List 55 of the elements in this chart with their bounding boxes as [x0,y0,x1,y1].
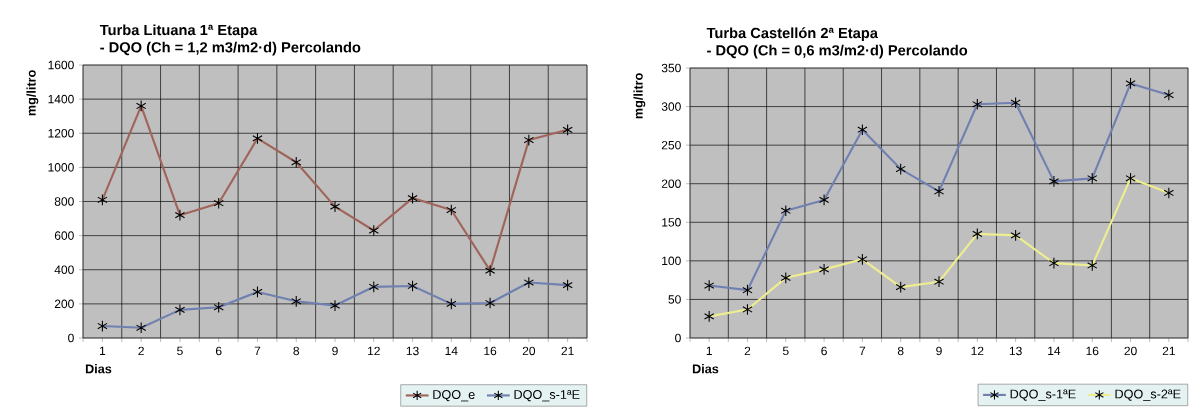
x-tick-label: 14 [1048,346,1061,355]
y-tick-label: 100 [662,256,681,266]
x-tick-label: 8 [897,346,904,356]
x-tick-label: 5 [177,346,183,356]
x-tick-label: 21 [1162,346,1175,356]
y-axis-title: mg/litro [26,70,39,116]
x-tick-label: 12 [368,346,380,356]
x-axis-title: Dias [85,364,112,374]
x-tick-label: 13 [1009,346,1022,356]
x-tick-label: 13 [406,346,419,356]
x-tick-label: 8 [293,346,300,356]
legend-label: DQO_s-1ªE [514,390,580,402]
x-tick-label: 2 [744,346,751,356]
y-tick-label: 0 [68,333,74,343]
chart-subtitle: - DQO (Ch = 1,2 m3/m2·d) Percolando [100,41,361,56]
y-tick-label: 400 [54,265,74,275]
y-tick-label: 250 [661,140,681,150]
x-tick-label: 9 [936,346,942,356]
y-tick-label: 1200 [48,129,74,138]
chart-title: Turba Lituana 1ª Etapa [99,24,258,39]
x-tick-label: 21 [561,346,574,356]
y-tick-label: 200 [54,299,74,309]
y-tick-label: 1400 [48,94,74,104]
x-tick-label: 6 [215,346,222,356]
y-tick-label: 50 [668,295,681,304]
x-tick-label: 16 [484,346,497,356]
legend-label: DQO_s-1ªE [1010,389,1076,401]
y-axis-title: mg/litro [633,73,646,119]
y-tick-label: 600 [54,231,74,240]
x-tick-label: 9 [332,346,338,356]
y-tick-label: 1000 [48,163,74,172]
x-tick-label: 7 [859,346,866,355]
y-tick-label: 300 [661,102,681,111]
legend-label: DQO_s-2ªE [1115,389,1181,401]
x-tick-label: 20 [522,346,536,356]
y-tick-label: 0 [675,333,681,343]
x-tick-label: 2 [138,346,144,356]
x-tick-label: 20 [1124,346,1137,356]
y-tick-label: 800 [54,197,74,206]
x-tick-label: 16 [1086,346,1099,356]
y-tick-label: 350 [661,63,681,73]
x-tick-label: 5 [782,346,789,356]
x-tick-label: 7 [254,346,261,355]
y-tick-label: 1600 [48,60,74,70]
x-tick-label: 12 [971,346,984,356]
x-tick-label: 14 [445,346,458,355]
x-tick-label: 1 [706,346,712,355]
y-tick-label: 200 [661,179,681,188]
x-axis-title: Dias [692,364,719,374]
legend-label: DQO_e [433,390,475,402]
chart-subtitle: - DQO (Ch = 0,6 m3/m2·d) Percolando [707,44,968,59]
x-tick-label: 1 [99,346,106,355]
chart-title: Turba Castellón 2ª Etapa [706,27,879,42]
x-tick-label: 6 [821,346,827,356]
y-tick-label: 150 [662,218,681,227]
